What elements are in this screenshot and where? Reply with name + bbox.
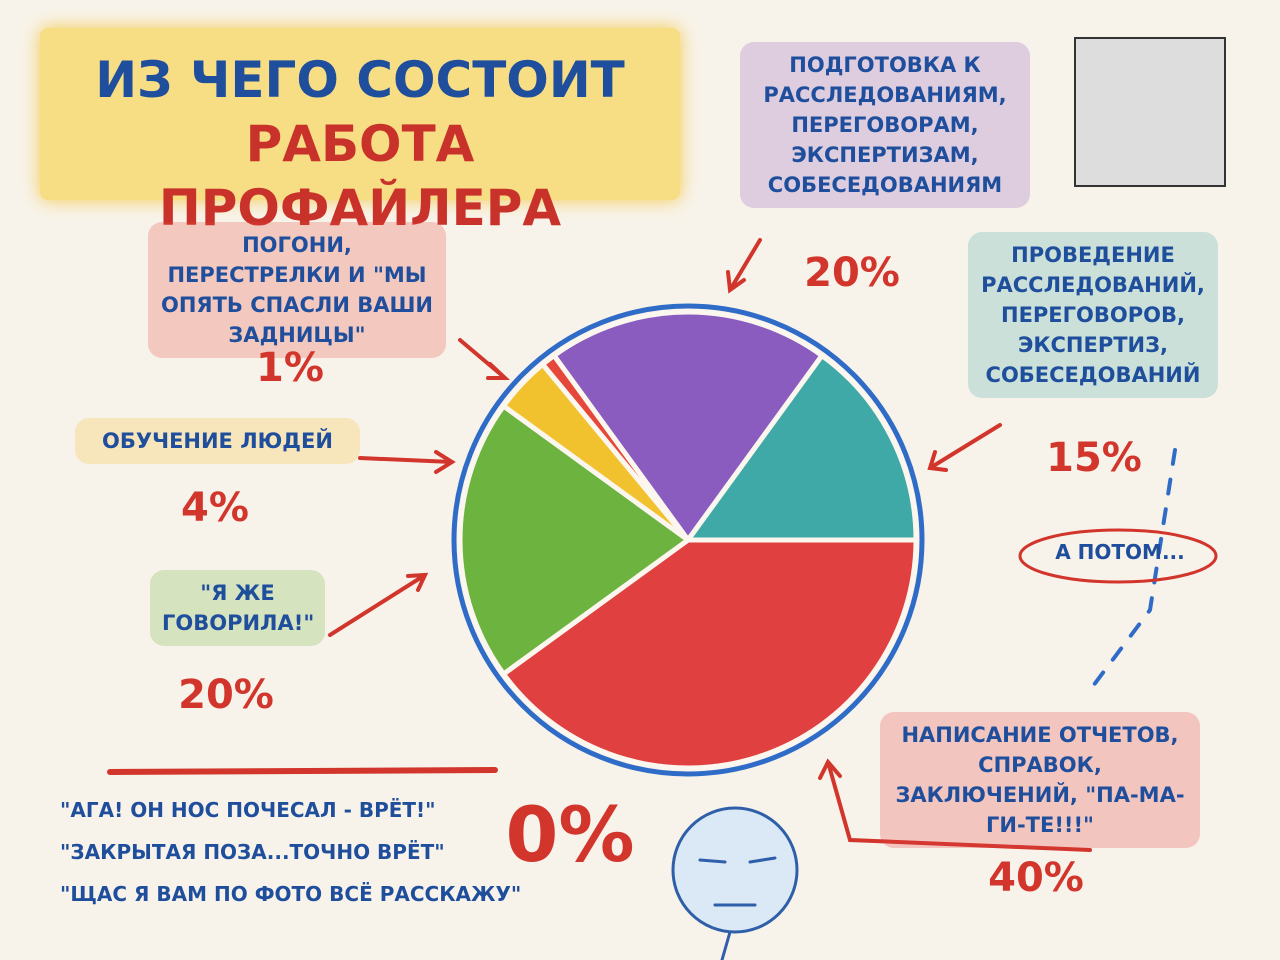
arrow xyxy=(358,450,456,474)
value-label: 4% xyxy=(181,485,249,531)
value-label: 1% xyxy=(256,345,324,391)
extra-value-label: 0% xyxy=(505,790,635,879)
quote: "ЩАС Я ВАМ ПО ФОТО ВСЁ РАССКАЖУ" xyxy=(60,882,522,906)
dashed-arrow xyxy=(1088,448,1177,692)
slice-label: НАПИСАНИЕ ОТЧЕТОВ, СПРАВОК, ЗАКЛЮЧЕНИЙ, … xyxy=(880,712,1200,848)
pie-slice xyxy=(683,352,919,543)
annotation-ellipse xyxy=(1018,528,1218,584)
chart-title: ИЗ ЧЕГО СОСТОИТ xyxy=(95,51,625,109)
face xyxy=(671,806,799,934)
underline xyxy=(107,767,498,775)
decor xyxy=(107,37,1226,960)
title-box: ИЗ ЧЕГО СОСТОИТ РАБОТА ПРОФАЙЛЕРА xyxy=(40,28,680,237)
pie-slice xyxy=(550,309,826,545)
chart-subtitle: РАБОТА ПРОФАЙЛЕРА xyxy=(158,115,562,237)
arrow xyxy=(328,572,429,637)
slice-label: ПРОВЕДЕНИЕ РАССЛЕДОВАНИЙ, ПЕРЕГОВОРОВ, Э… xyxy=(968,232,1218,398)
pie-slice xyxy=(457,402,693,678)
pie-slice xyxy=(539,352,691,542)
value-label: 40% xyxy=(988,855,1084,901)
slice-label: ПОДГОТОВКА К РАССЛЕДОВАНИЯМ, ПЕРЕГОВОРАМ… xyxy=(740,42,1030,208)
pie xyxy=(451,303,925,777)
face-lines xyxy=(698,856,777,960)
qr-code xyxy=(1074,37,1226,187)
quote: "ЗАКРЫТАЯ ПОЗА...ТОЧНО ВРЁТ" xyxy=(60,840,445,864)
value-label: 15% xyxy=(1046,435,1142,481)
arrow xyxy=(927,423,1002,472)
arrow xyxy=(726,238,762,294)
arrow xyxy=(818,758,1092,852)
pie-outline xyxy=(451,303,925,777)
slice-label: ОБУЧЕНИЕ ЛЮДЕЙ xyxy=(75,418,360,464)
annotation: А ПОТОМ... xyxy=(1055,540,1185,564)
slice-label: "Я ЖЕ ГОВОРИЛА!" xyxy=(150,570,325,646)
quote: "АГА! ОН НОС ПОЧЕСАЛ - ВРЁТ!" xyxy=(60,798,436,822)
slice-label: ПОГОНИ, ПЕРЕСТРЕЛКИ И "МЫ ОПЯТЬ СПАСЛИ В… xyxy=(148,222,446,358)
pie-slice xyxy=(500,537,919,771)
arrow xyxy=(458,338,511,380)
value-label: 20% xyxy=(178,672,274,718)
value-label: 20% xyxy=(804,250,900,296)
